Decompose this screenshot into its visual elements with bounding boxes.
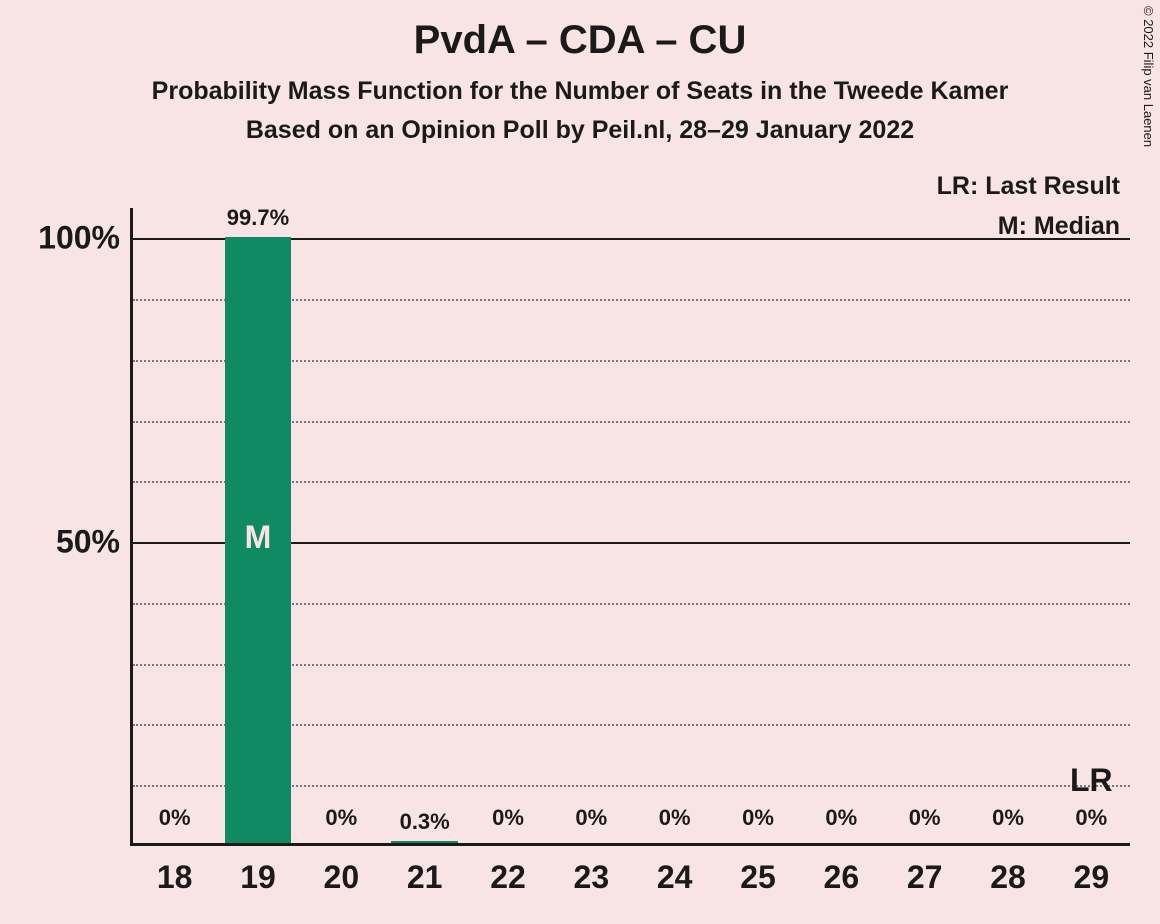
bar-value-label: 0.3% <box>391 809 458 835</box>
bar: 99.7%M <box>225 237 292 843</box>
bar-value-label: 0% <box>742 805 774 831</box>
bar: 0.3% <box>391 841 458 843</box>
chart-subtitle-2: Based on an Opinion Poll by Peil.nl, 28–… <box>0 116 1160 145</box>
x-axis-label: 22 <box>490 859 526 896</box>
bar-value-label: 0% <box>909 805 941 831</box>
bar-value-label: 0% <box>325 805 357 831</box>
bar-value-label: 0% <box>1075 805 1107 831</box>
bar-value-label: 0% <box>825 805 857 831</box>
last-result-marker: LR <box>1070 762 1113 799</box>
bar-value-label: 0% <box>992 805 1024 831</box>
legend-median: M: Median <box>998 212 1120 241</box>
x-axis-label: 26 <box>824 859 860 896</box>
x-axis-label: 28 <box>990 859 1026 896</box>
plot-region: LR: Last Result M: Median 0%1899.7%M190%… <box>130 208 1130 846</box>
chart-subtitle-1: Probability Mass Function for the Number… <box>0 77 1160 106</box>
x-axis-label: 27 <box>907 859 943 896</box>
y-axis-label: 50% <box>10 524 120 561</box>
x-axis-label: 23 <box>574 859 610 896</box>
copyright-text: © 2022 Filip van Laenen <box>1141 6 1156 147</box>
x-axis-label: 29 <box>1074 859 1110 896</box>
x-axis-label: 25 <box>740 859 776 896</box>
x-axis-label: 21 <box>407 859 443 896</box>
median-marker: M <box>225 519 292 556</box>
bar-value-label: 0% <box>659 805 691 831</box>
chart-area: LR: Last Result M: Median 0%1899.7%M190%… <box>0 160 1160 924</box>
bar-value-label: 0% <box>159 805 191 831</box>
chart-title: PvdA – CDA – CU <box>0 0 1160 63</box>
legend-last-result: LR: Last Result <box>937 172 1120 201</box>
y-axis-label: 100% <box>10 220 120 257</box>
bar-value-label: 0% <box>492 805 524 831</box>
x-axis-label: 18 <box>157 859 193 896</box>
bar-value-label: 0% <box>575 805 607 831</box>
x-axis-label: 19 <box>240 859 276 896</box>
x-axis-label: 24 <box>657 859 693 896</box>
x-axis-label: 20 <box>324 859 360 896</box>
bar-value-label: 99.7% <box>225 205 292 231</box>
